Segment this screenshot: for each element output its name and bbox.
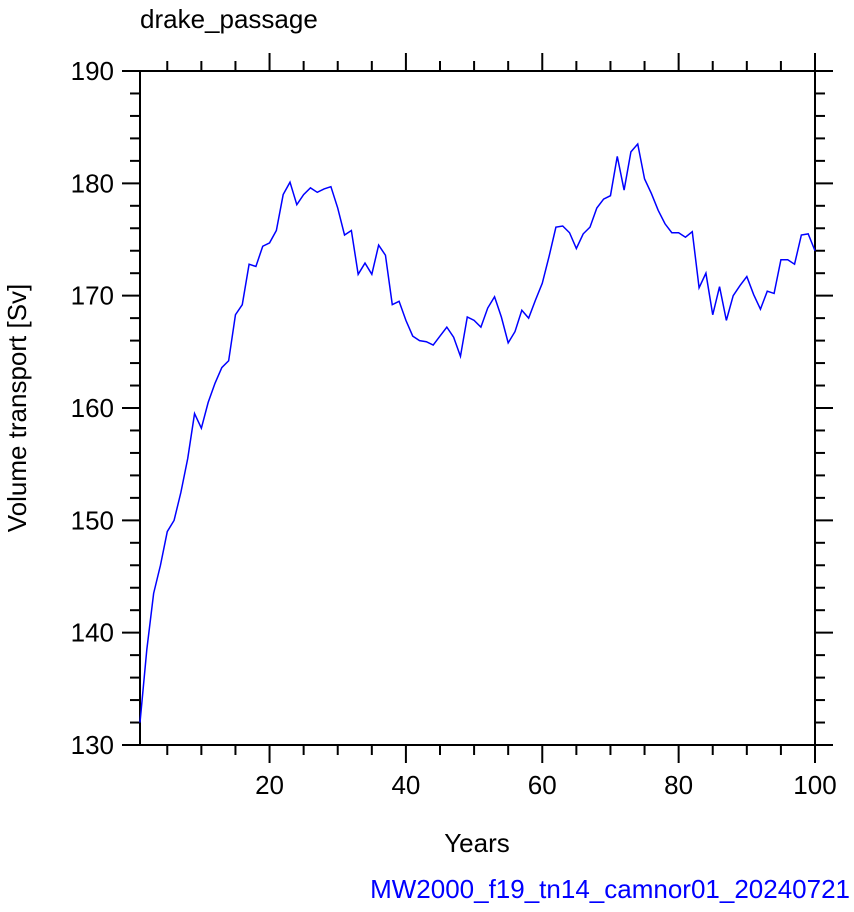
y-tick-label: 130 [71, 730, 114, 760]
y-tick-label: 160 [71, 393, 114, 423]
plot-frame [139, 70, 816, 746]
x-tick-label: 40 [391, 770, 420, 800]
x-axis-label: Years [444, 828, 510, 858]
y-axis-label: Volume transport [Sv] [2, 284, 32, 533]
chart-title: drake_passage [140, 4, 318, 34]
y-tick-label: 180 [71, 168, 114, 198]
data-line [139, 142, 816, 723]
x-tick-label: 100 [793, 770, 836, 800]
y-tick-label: 170 [71, 281, 114, 311]
footer: MW2000_f19_tn14_camnor01_20240721 [370, 874, 850, 904]
x-tick-label: 60 [528, 770, 557, 800]
y-tick-label: 150 [71, 505, 114, 535]
y-tick-label: 140 [71, 618, 114, 648]
y-tick-label: 190 [71, 56, 114, 86]
x-tick-label: 80 [664, 770, 693, 800]
x-tick-label: 20 [255, 770, 284, 800]
